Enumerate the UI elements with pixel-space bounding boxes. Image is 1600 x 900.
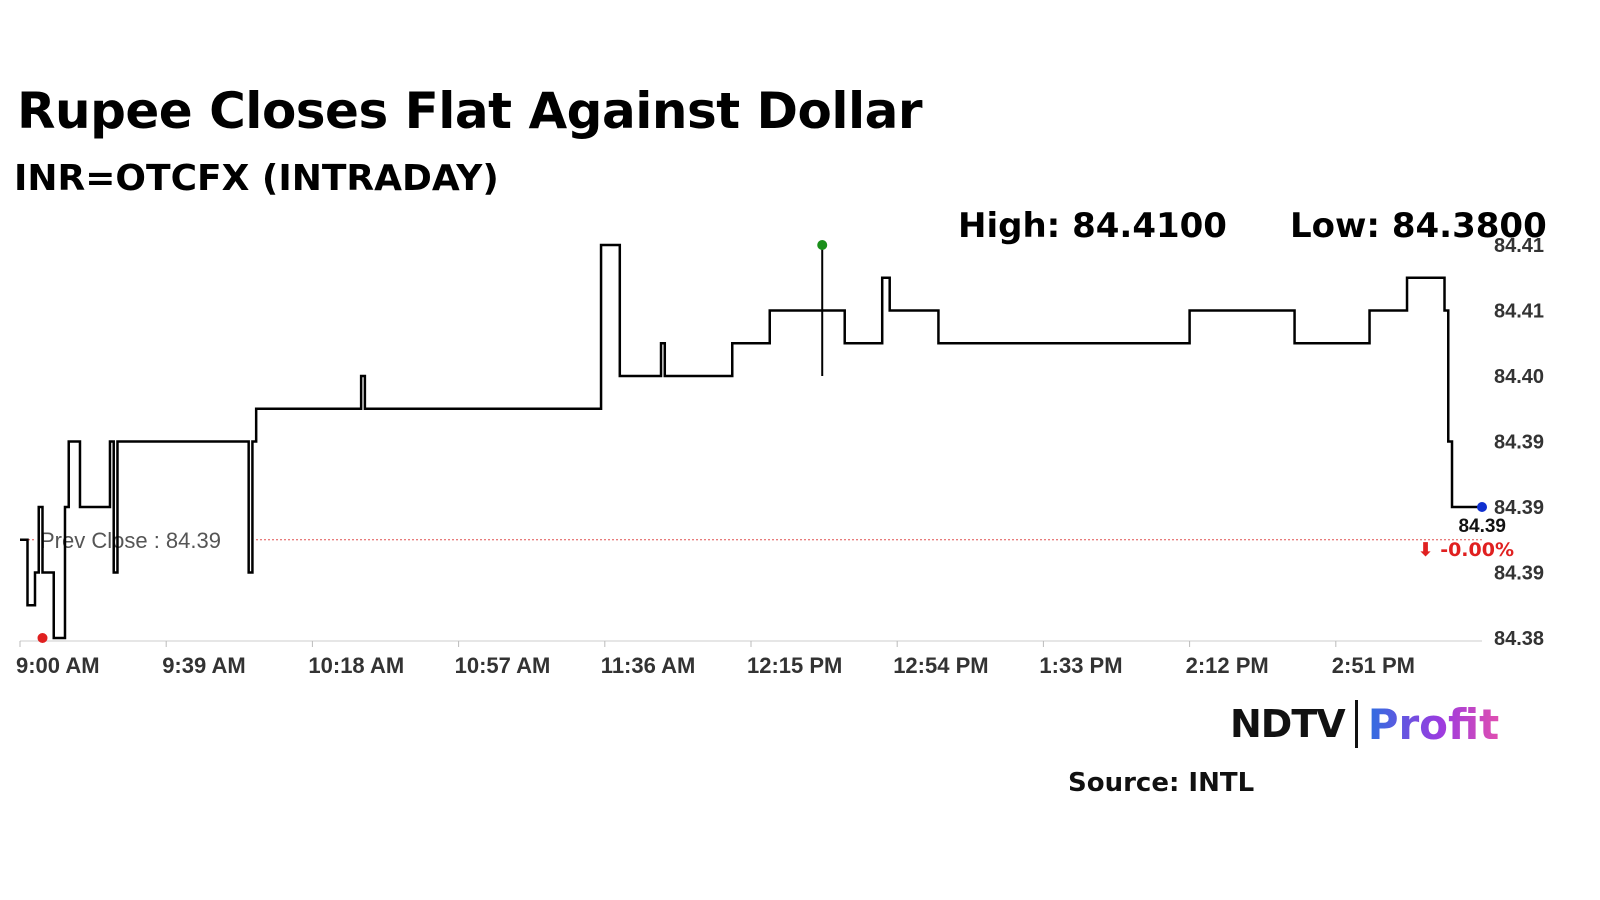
y-tick-label: 84.39 <box>1494 432 1544 454</box>
x-tick-label: 1:33 PM <box>1039 653 1122 678</box>
y-tick-label: 84.38 <box>1494 628 1544 650</box>
last-value-label: 84.39 <box>1458 516 1506 537</box>
brand-ndtv: NDTV <box>1230 702 1346 746</box>
x-tick-label: 2:51 PM <box>1332 653 1415 678</box>
ndtv-profit-logo: NDTV Profit <box>1230 696 1499 752</box>
y-tick-label: 84.40 <box>1494 366 1544 388</box>
change-label: ⬇ -0.00% <box>1418 539 1514 561</box>
y-tick-label: 84.41 <box>1494 301 1544 323</box>
x-axis: 9:00 AM 9:39 AM 10:18 AM 10:57 AM 11:36 AM 12… <box>16 640 1482 678</box>
marker-group <box>37 240 1487 643</box>
last-marker <box>1477 502 1487 512</box>
chart-subtitle: INR=OTCFX (INTRADAY) <box>14 158 499 199</box>
high-marker <box>817 240 828 250</box>
prev-close-label: Prev Close : 84.39 <box>40 528 221 553</box>
y-tick-label: 84.41 <box>1494 235 1544 257</box>
brand-profit: Profit <box>1367 699 1500 749</box>
x-tick-label: 12:54 PM <box>893 653 988 678</box>
x-tick-label: 10:57 AM <box>455 653 551 678</box>
series-line-0 <box>20 243 1482 640</box>
annotation-group: 84.39⬇ -0.00% <box>1418 516 1514 561</box>
series-group <box>20 243 1482 640</box>
brand-divider <box>1354 700 1358 748</box>
chart-title: Rupee Closes Flat Against Dollar <box>17 82 923 140</box>
prev-close-group: Prev Close : 84.39 <box>20 525 1482 554</box>
source-note: Source: INTL <box>1068 768 1255 798</box>
y-tick-label: 84.39 <box>1494 497 1544 519</box>
low-marker <box>37 633 48 643</box>
y-axis: 84.41 84.41 84.40 84.39 84.39 84.39 84.38 <box>1494 235 1544 650</box>
y-tick-label: 84.39 <box>1494 563 1544 585</box>
x-tick-label: 2:12 PM <box>1186 653 1269 678</box>
x-tick-label: 11:36 AM <box>601 653 696 678</box>
x-tick-label: 12:15 PM <box>747 653 842 678</box>
prev-close-label-bg <box>34 525 256 554</box>
x-tick-label: 10:18 AM <box>308 653 404 678</box>
low-stat: Low: 84.3800 <box>1290 206 1547 246</box>
x-tick-label: 9:00 AM <box>16 653 100 678</box>
high-stat: High: 84.4100 <box>958 206 1227 246</box>
x-tick-label: 9:39 AM <box>162 653 246 678</box>
